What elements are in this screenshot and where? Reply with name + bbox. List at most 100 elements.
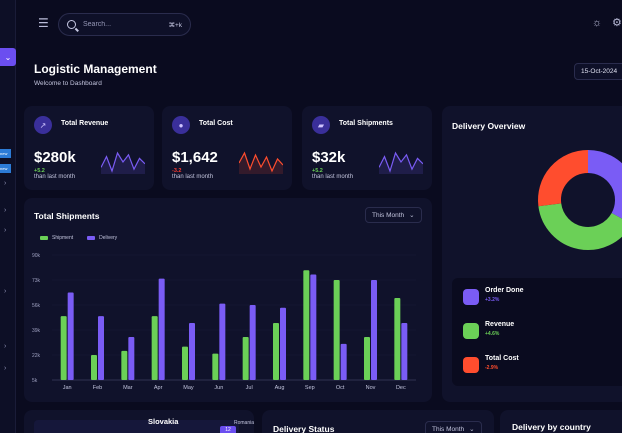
bar-delivery [158,278,165,380]
page-subtitle: Welcome to Dashboard [34,80,102,87]
x-tick-label: Mar [123,385,133,391]
trend-icon: ↗ [34,116,52,134]
chevron-right-icon[interactable]: › [4,207,7,214]
bar-delivery [340,343,347,380]
chevron-right-icon[interactable]: › [4,343,7,350]
donut-slice [538,150,589,207]
bar-shipment [151,316,158,380]
bar-shipment [91,355,97,380]
dropdown-label: This Month [372,211,405,219]
search-shortcut: ⌘+k [168,21,182,29]
x-tick-label: Aug [275,385,285,391]
y-tick-label: 39k [32,328,41,334]
chevron-right-icon[interactable]: › [4,227,7,234]
x-tick-label: May [183,385,194,391]
chart-period-dropdown[interactable]: This Month ⌄ [365,207,422,223]
coin-icon: ● [172,116,190,134]
x-tick-label: Jan [63,385,72,391]
bar-shipment [364,336,370,380]
bar-delivery [98,316,104,380]
legend-total-cost: Total Cost -2.9% [463,355,519,373]
y-tick-label: 90k [32,253,41,259]
search-box[interactable]: ⌘+k [58,13,191,36]
stat-caption: than last month [172,174,214,180]
chevron-right-icon[interactable]: › [4,180,7,187]
bar-delivery [128,336,135,380]
y-tick-label: 22k [32,353,41,359]
menu-collapse-icon[interactable]: ☰ [38,16,49,30]
legend-name: Revenue [485,321,515,328]
delivery-status-card: Delivery Status This Month ⌄ [262,410,494,433]
chevron-down-icon: ⌄ [469,426,475,433]
delivery-overview-card: Delivery Overview Order Done +3.2% Reven… [442,106,622,402]
chevron-right-icon[interactable]: › [4,288,7,295]
x-tick-label: Dec [396,385,406,391]
truck-icon: ▰ [312,116,330,134]
y-tick-label: 56k [32,303,41,309]
stat-value: $280k [34,149,76,166]
legend-name: Order Done [485,287,524,294]
stat-card-revenue: ↗ Total Revenue $280k +5.2 than last mon… [24,106,154,190]
legend-change: +4.6% [485,331,500,337]
stat-value: $32k [312,149,346,166]
bar-delivery [249,305,256,380]
map-label-country: Slovakia [148,417,179,426]
stat-value: $1,642 [172,149,218,166]
legend-item-delivery[interactable]: Delivery [87,235,117,241]
stat-caption: than last month [34,174,76,180]
donut-legend-panel [452,278,622,386]
map-view[interactable] [34,420,239,433]
sparkline-line [379,151,423,173]
swatch [463,357,479,373]
bar-delivery [219,303,226,380]
chevron-right-icon[interactable]: › [4,365,7,372]
delivery-overview-title: Delivery Overview [452,121,526,131]
chart-title: Total Shipments [34,211,100,221]
legend-name: Total Cost [485,355,519,362]
sparkline-line [239,151,283,173]
chart-legend: Shipment Delivery [40,235,117,241]
donut-slice [587,150,622,219]
delivery-status-title: Delivery Status [273,424,335,433]
donut-slice [538,202,622,250]
sun-icon[interactable]: ☼ [592,17,603,29]
date-picker[interactable]: 15-Oct-2024 [574,63,622,80]
x-tick-label: Sep [305,385,315,391]
stat-label: Total Revenue [61,120,109,127]
sidebar-active-item[interactable]: ⌄ [0,48,16,66]
legend-revenue: Revenue +4.6% [463,321,514,339]
x-tick-label: Jul [246,385,253,391]
shipments-chart-card: Total Shipments This Month ⌄ Shipment De… [24,198,432,402]
stat-card-shipments: ▰ Total Shipments $32k +5.2 than last mo… [302,106,432,190]
y-tick-label: 73k [32,278,41,284]
stat-change: +5.2 [312,168,323,174]
bar-delivery [67,292,74,380]
bar-shipment [242,336,249,380]
new-badge: new [0,164,11,173]
map-card: Slovakia Romania 12 [24,410,254,433]
legend-order-done: Order Done +3.2% [463,287,524,305]
bar-delivery [280,307,286,380]
search-icon [67,20,76,29]
gear-icon[interactable]: ⚙ [612,17,622,29]
swatch [463,323,479,339]
x-tick-label: Jun [214,385,223,391]
legend-change: +3.2% [485,297,500,303]
stat-change: +5.2 [34,168,45,174]
map-badge: 12 [220,426,236,433]
legend-item-shipment[interactable]: Shipment [40,235,73,241]
stat-change: -3.2 [172,168,182,174]
stat-label: Total Cost [199,120,233,127]
delivery-by-country-title: Delivery by country [512,422,591,432]
page-title: Logistic Management [34,62,157,76]
x-tick-label: Oct [336,385,345,391]
sparkline-line [101,151,145,173]
delivery-status-dropdown[interactable]: This Month ⌄ [425,421,482,433]
stat-label: Total Shipments [339,120,393,127]
x-tick-label: Feb [93,385,102,391]
bar-shipment [60,316,67,380]
chevron-down-icon: ⌄ [409,212,415,219]
bar-shipment [333,280,340,380]
search-input[interactable] [83,21,169,28]
stat-card-cost: ● Total Cost $1,642 -3.2 than last month [162,106,292,190]
